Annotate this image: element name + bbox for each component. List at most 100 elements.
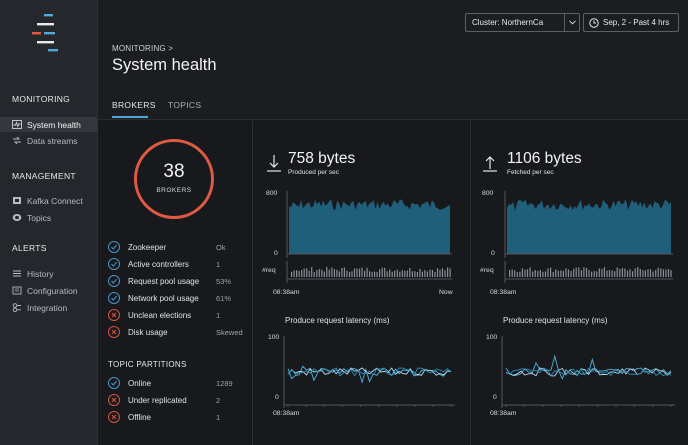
logo[interactable]	[28, 12, 68, 56]
request-bar	[585, 268, 588, 277]
produced-value: 758 bytes	[288, 150, 356, 167]
request-bar	[552, 271, 554, 277]
request-bar	[404, 270, 406, 277]
latency-chart-title: Produce request latency (ms)	[285, 316, 390, 325]
cluster-select-value: Cluster: NorthernCa	[472, 18, 544, 27]
request-bar	[399, 271, 401, 277]
active-tab-indicator	[112, 116, 148, 118]
request-bar	[547, 268, 549, 277]
throughput-ymin: 0	[491, 250, 495, 257]
request-bar	[647, 269, 649, 277]
topics-icon	[12, 214, 22, 221]
status-value: 61%	[216, 293, 232, 303]
status-row: Active controllers 1	[108, 257, 248, 271]
sidebar-item-system-health[interactable]: System health	[0, 117, 98, 132]
status-label: Active controllers	[128, 259, 189, 269]
request-bar	[573, 268, 575, 277]
topic-partitions-heading: TOPIC PARTITIONS	[108, 360, 187, 369]
status-row: Disk usage Skewed	[108, 325, 248, 339]
sidebar-item-history[interactable]: History	[0, 266, 98, 281]
streams-icon	[13, 136, 21, 145]
request-bar	[644, 270, 646, 277]
request-bar	[626, 270, 629, 277]
request-bar	[293, 270, 295, 277]
request-bar	[521, 268, 523, 277]
tab-brokers[interactable]: BROKERS	[112, 100, 156, 110]
request-bar	[296, 270, 298, 277]
status-label: Offline	[128, 412, 151, 422]
request-bar	[511, 269, 513, 277]
sidebar-item-configuration[interactable]: Configuration	[0, 283, 98, 298]
sidebar-item-topics[interactable]: Topics	[0, 210, 98, 225]
request-bar	[621, 268, 623, 277]
request-bar	[667, 268, 670, 277]
request-bar	[311, 267, 313, 277]
request-bar	[291, 271, 293, 277]
request-bar	[331, 267, 333, 277]
request-bar	[529, 267, 531, 277]
request-bar	[555, 269, 557, 277]
request-bar	[642, 270, 644, 277]
status-label: Zookeeper	[128, 242, 167, 252]
request-bar	[560, 270, 562, 277]
request-bar	[364, 270, 366, 277]
request-bar	[429, 269, 431, 277]
request-bar	[509, 270, 511, 277]
request-bar	[426, 271, 428, 277]
sidebar-item-label: Topics	[27, 212, 52, 223]
date-range-select[interactable]: Sep, 2 - Past 4 hrs	[583, 13, 679, 32]
request-bar	[409, 268, 411, 277]
cluster-select[interactable]: Cluster: NorthernCa	[465, 13, 580, 32]
request-bar	[657, 267, 659, 277]
status-value: 2	[216, 395, 221, 405]
request-bar	[301, 270, 303, 277]
fetched-value: 1106 bytes	[507, 150, 582, 167]
request-bar	[411, 271, 413, 277]
request-bar	[562, 270, 564, 277]
latency-series-line	[505, 367, 672, 377]
status-row: Unclean elections 1	[108, 308, 248, 322]
check-circle-icon	[108, 292, 120, 304]
request-bar	[348, 271, 351, 277]
latency-series-line	[287, 367, 452, 377]
request-bar	[303, 268, 305, 277]
x-circle-icon	[108, 394, 120, 406]
x-circle-icon	[108, 326, 120, 338]
breadcrumb[interactable]: MONITORING >	[112, 44, 174, 53]
list-icon	[13, 270, 21, 277]
request-bar	[379, 269, 381, 277]
request-bar	[381, 267, 383, 277]
config-icon	[12, 286, 22, 295]
status-label: Network pool usage	[128, 293, 199, 303]
brokers-panel: 38 BROKERS Zookeeper Ok Active controllers…	[98, 121, 688, 445]
throughput-ymax: 800	[482, 190, 494, 197]
request-bar	[596, 271, 598, 277]
latency-time-start: 08:38am	[273, 410, 300, 417]
request-bar	[414, 271, 416, 277]
request-bar	[575, 267, 577, 277]
sidebar-item-label: Integration	[27, 302, 68, 313]
connect-icon	[13, 197, 21, 204]
request-bar	[619, 268, 621, 277]
request-bar	[338, 271, 340, 277]
arrow-up-icon	[483, 156, 497, 172]
time-start: 08:38am	[273, 289, 300, 296]
request-bar	[321, 269, 323, 277]
status-row: Online 1289	[108, 376, 248, 390]
sidebar-item-data-streams[interactable]: Data streams	[0, 133, 98, 148]
check-circle-icon	[108, 377, 120, 389]
request-bar	[396, 269, 398, 277]
sidebar-item-integration[interactable]: Integration	[0, 300, 98, 315]
request-bar	[371, 271, 373, 277]
request-bar	[356, 268, 358, 277]
check-circle-icon	[108, 275, 120, 287]
throughput-ymin: 0	[274, 250, 278, 257]
sidebar-item-kafka-connect[interactable]: Kafka Connect	[0, 193, 98, 208]
status-value: 1	[216, 310, 221, 320]
request-bar	[346, 270, 348, 277]
request-bar	[318, 269, 320, 277]
tab-topics[interactable]: TOPICS	[168, 100, 202, 110]
latency-ymin: 0	[275, 394, 279, 401]
request-bar	[439, 269, 441, 277]
request-bar	[444, 270, 446, 277]
